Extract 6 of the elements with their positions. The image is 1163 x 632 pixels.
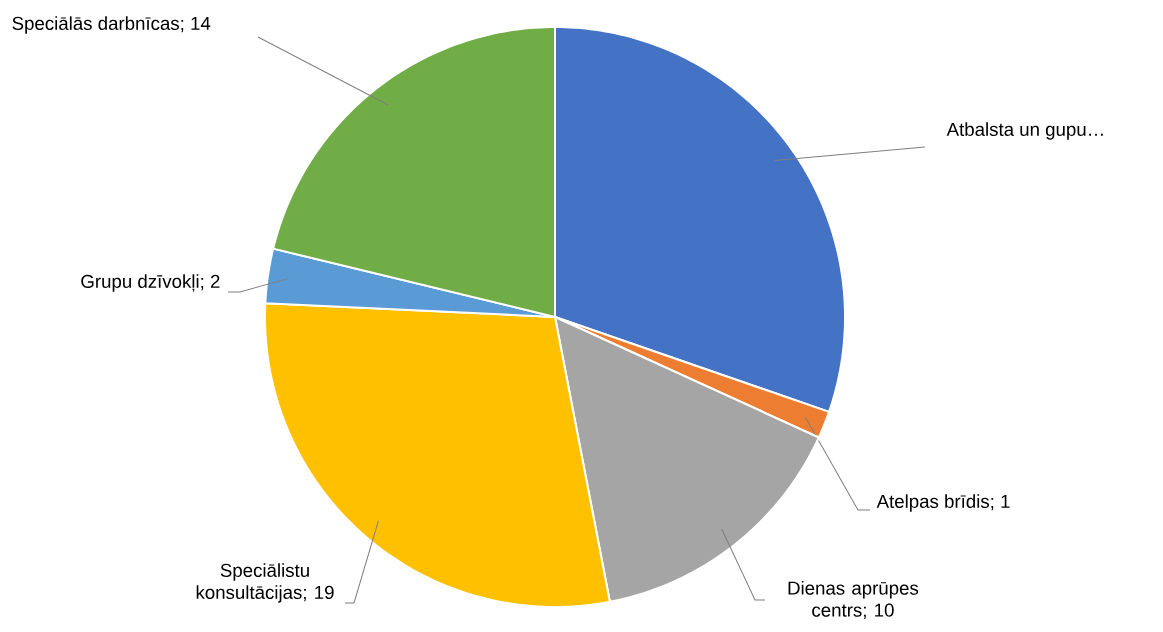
slice-label: Speciālistu konsultācijas; 19 bbox=[196, 563, 334, 603]
slice-label: Speciālās darbnīcas; 14 bbox=[12, 16, 211, 34]
slice-label: Atbalsta un gupu… bbox=[946, 122, 1103, 140]
slice-label: Dienas aprūpes centrs; 10 bbox=[788, 581, 919, 619]
slice-label: Grupu dzīvokļi; 2 bbox=[81, 274, 220, 292]
slice-label: Atelpas brīdis; 1 bbox=[876, 494, 1010, 512]
